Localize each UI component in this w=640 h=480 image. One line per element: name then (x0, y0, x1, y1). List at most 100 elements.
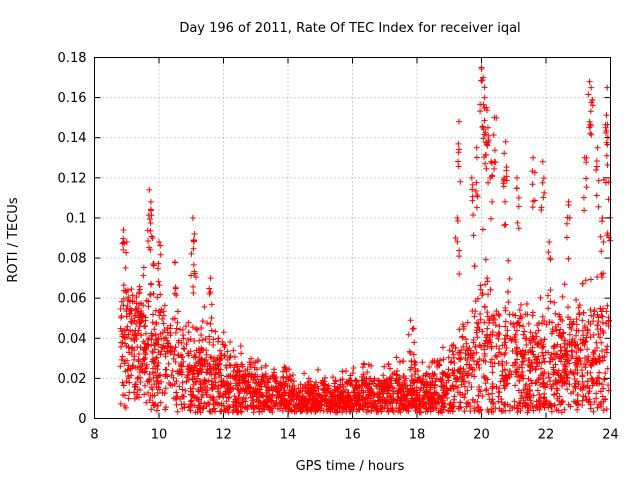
data-point (473, 204, 480, 211)
data-point (131, 332, 138, 339)
data-point (265, 387, 272, 394)
data-point (486, 339, 493, 346)
data-point (600, 239, 607, 246)
data-point (523, 335, 530, 342)
data-point (480, 126, 487, 133)
data-point (463, 340, 470, 347)
data-point (489, 390, 496, 397)
data-point (123, 378, 130, 385)
data-point (256, 408, 263, 415)
data-point (417, 398, 424, 405)
data-point (327, 400, 334, 407)
data-point (482, 374, 489, 381)
data-point (541, 369, 548, 376)
data-point (393, 371, 400, 378)
y-tick-label: 0.06 (58, 292, 87, 307)
data-point (157, 242, 164, 249)
data-point (603, 406, 610, 413)
data-point (456, 389, 463, 396)
data-point (128, 335, 135, 342)
data-point (475, 404, 482, 411)
data-point (513, 368, 520, 375)
data-point (216, 394, 223, 401)
data-point (483, 151, 490, 158)
data-point (162, 385, 169, 392)
data-point (362, 402, 369, 409)
data-point (448, 358, 455, 365)
data-point (450, 370, 457, 377)
data-point (339, 376, 346, 383)
data-point (565, 202, 572, 209)
data-point (556, 378, 563, 385)
data-point (558, 333, 565, 340)
data-point (561, 406, 568, 413)
data-point (466, 345, 473, 352)
data-point (122, 287, 129, 294)
data-point (527, 340, 534, 347)
data-point (485, 391, 492, 398)
data-point (543, 321, 550, 328)
data-point (586, 388, 593, 395)
data-point (456, 326, 463, 333)
data-point (533, 363, 540, 370)
data-point (161, 345, 168, 352)
data-point (604, 84, 611, 91)
data-point (467, 408, 474, 415)
data-point (167, 381, 174, 388)
data-point (309, 390, 316, 397)
data-point (545, 249, 552, 256)
data-point (492, 352, 499, 359)
data-point (135, 356, 142, 363)
data-point (506, 368, 513, 375)
data-point (496, 349, 503, 356)
data-point (539, 313, 546, 320)
data-point (484, 325, 491, 332)
data-point (211, 371, 218, 378)
data-point (550, 350, 557, 357)
data-point (149, 392, 156, 399)
data-point (382, 400, 389, 407)
data-point (374, 390, 381, 397)
data-point (412, 404, 419, 411)
data-point (157, 309, 164, 316)
data-point (538, 371, 545, 378)
data-point (482, 256, 489, 263)
data-point (172, 359, 179, 366)
data-point (123, 306, 130, 313)
data-point (146, 186, 153, 193)
data-point (485, 291, 492, 298)
data-point (575, 304, 582, 311)
data-point (593, 192, 600, 199)
data-point (528, 400, 535, 407)
data-point (119, 353, 126, 360)
data-point (482, 129, 489, 136)
data-point (231, 353, 238, 360)
data-point (456, 247, 463, 254)
data-point (523, 391, 530, 398)
data-points (117, 64, 614, 416)
data-point (255, 398, 262, 405)
data-point (302, 387, 309, 394)
data-point (534, 360, 541, 367)
data-point (575, 345, 582, 352)
data-point (202, 378, 209, 385)
data-point (527, 329, 534, 336)
data-point (190, 245, 197, 252)
data-point (520, 331, 527, 338)
data-point (282, 398, 289, 405)
data-point (539, 158, 546, 165)
data-point (329, 374, 336, 381)
data-point (565, 304, 572, 311)
data-point (327, 390, 334, 397)
data-point (517, 400, 524, 407)
data-point (178, 363, 185, 370)
data-point (380, 372, 387, 379)
data-point (439, 344, 446, 351)
data-point (526, 367, 533, 374)
data-point (563, 220, 570, 227)
data-point (383, 381, 390, 388)
data-point (517, 407, 524, 414)
y-tick-label: 0.14 (58, 131, 87, 146)
data-point (601, 376, 608, 383)
data-point (554, 395, 561, 402)
